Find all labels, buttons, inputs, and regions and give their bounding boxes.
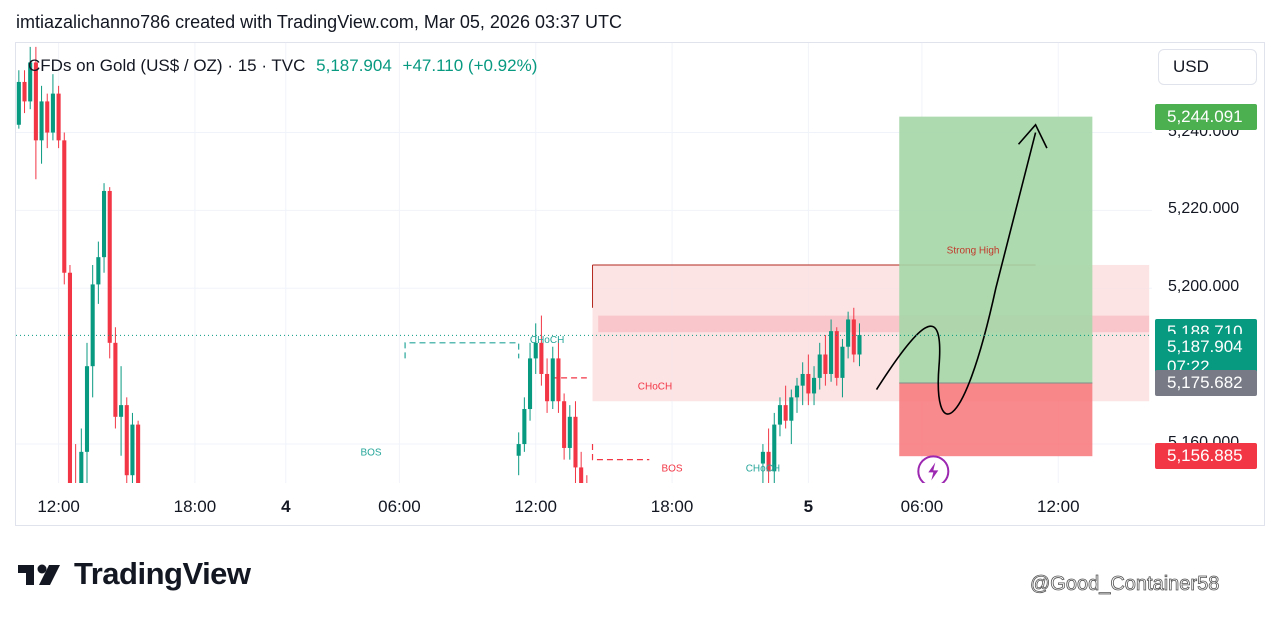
candle-body-43: [806, 373, 811, 394]
candle-body-25: [533, 342, 538, 359]
lightning-bolt-glyph: [928, 462, 939, 481]
candle-body-37: [772, 424, 777, 472]
candle-body-45: [817, 354, 822, 378]
candle-body-30: [562, 401, 567, 448]
candle-body-32: [573, 416, 578, 468]
candle-body-19: [124, 405, 129, 476]
candlestick-chart: BOS CHoCH CHoCH BOS CHoCH Strong High: [16, 43, 1152, 483]
candle-body-9: [67, 272, 73, 483]
candle-body-6: [50, 93, 55, 133]
candle-body-29: [556, 358, 561, 402]
candle-body-5: [45, 101, 50, 133]
chart-attribution: imtiazalichanno786 created with TradingV…: [16, 12, 622, 32]
candle-body-38: [777, 405, 783, 425]
structure-label-4: CHoCH: [746, 463, 780, 474]
bos-structure-line: [591, 444, 650, 461]
choch-structure-line-1: [404, 342, 520, 359]
structure-label-3: BOS: [661, 463, 682, 474]
time-tick-label: 06:00: [378, 497, 421, 516]
candle-body-49: [840, 346, 845, 378]
price-tick-label: 5,220.000: [1168, 200, 1240, 218]
entry-price-tag: 5,175.682: [1155, 369, 1257, 396]
candle-body-2: [28, 62, 33, 102]
structure-label-5: Strong High: [947, 245, 1000, 256]
target-price-tag: 5,244.091: [1155, 103, 1257, 130]
candle-body-24: [527, 358, 533, 410]
price-tick-label: 5,200.000: [1168, 278, 1240, 296]
time-tick-label: 06:00: [900, 497, 944, 516]
projection-arrowhead: [1017, 123, 1048, 149]
candle-body-26: [539, 342, 544, 374]
candle-body-41: [794, 385, 800, 398]
candle-body-8: [62, 140, 67, 273]
time-tick-label: 12:00: [514, 497, 557, 516]
structure-label-2: CHoCH: [638, 382, 672, 393]
candle-body-48: [834, 331, 839, 378]
tradingview-logo-icon: [18, 564, 60, 585]
stop-price-tag: 5,156.885: [1155, 443, 1257, 470]
time-tick-label: 4: [281, 497, 291, 516]
loss-zone: [899, 382, 1093, 457]
time-tick-label: 12:00: [37, 497, 80, 516]
candle-body-39: [783, 405, 788, 421]
candle-body-11: [79, 451, 84, 483]
candle-body-0: [16, 81, 21, 125]
candle-body-42: [800, 373, 805, 386]
candle-body-46: [823, 354, 828, 374]
time-tick-label: 5: [803, 497, 814, 516]
candle-body-13: [90, 284, 95, 367]
candle-body-20: [130, 424, 135, 476]
structure-label-1: CHoCH: [530, 335, 564, 346]
candle-body-21: [136, 424, 141, 483]
legend-price: 5,187.904: [316, 56, 392, 75]
brand-name: TradingView: [74, 556, 251, 591]
candle-body-33: [579, 467, 584, 483]
candle-body-40: [789, 397, 794, 421]
candle-body-15: [101, 190, 107, 258]
candle-body-7: [56, 93, 61, 141]
candle-body-16: [107, 190, 112, 343]
candle-body-4: [39, 101, 44, 141]
candle-body-51: [851, 319, 856, 355]
candle-body-23: [522, 409, 527, 445]
candle-body-17: [113, 342, 118, 417]
candle-body-14: [96, 257, 101, 285]
candle-body-52: [857, 335, 862, 355]
candle-body-28: [550, 358, 555, 402]
legend-change: +47.110 (+0.92%): [402, 56, 538, 75]
watermark: @Good_Container58: [1030, 573, 1220, 596]
candle-body-44: [811, 377, 817, 394]
candle-body-36: [766, 451, 771, 472]
candle-body-12: [84, 366, 90, 452]
candle-body-50: [846, 319, 851, 347]
candle-body-1: [22, 81, 27, 102]
chart-frame: [15, 42, 1265, 526]
candle-body-22: [516, 444, 521, 456]
candle-body-31: [567, 416, 572, 448]
time-tick-label: 12:00: [1036, 497, 1080, 516]
last-price-value: 5,187.904: [1167, 336, 1243, 356]
candle-body-27: [545, 373, 550, 402]
plot-area[interactable]: BOS CHoCH CHoCH BOS CHoCH Strong High: [16, 43, 1152, 483]
candle-body-18: [119, 405, 124, 417]
tradingview-brand[interactable]: TradingView: [18, 556, 251, 592]
profit-zone: [899, 116, 1093, 383]
time-tick-label: 18:00: [173, 497, 217, 516]
candle-body-3: [33, 62, 38, 141]
structure-label-0: BOS: [360, 448, 381, 459]
symbol-name: CFDs on Gold (US$ / OZ) · 15 · TVC: [28, 56, 306, 75]
time-tick-label: 18:00: [650, 497, 694, 516]
symbol-legend: CFDs on Gold (US$ / OZ) · 15 · TVC 5,187…: [28, 56, 537, 76]
currency-button[interactable]: USD: [1158, 49, 1257, 85]
candle-body-47: [829, 331, 834, 374]
candle-body-35: [760, 451, 765, 464]
projection-path: [875, 132, 1037, 415]
